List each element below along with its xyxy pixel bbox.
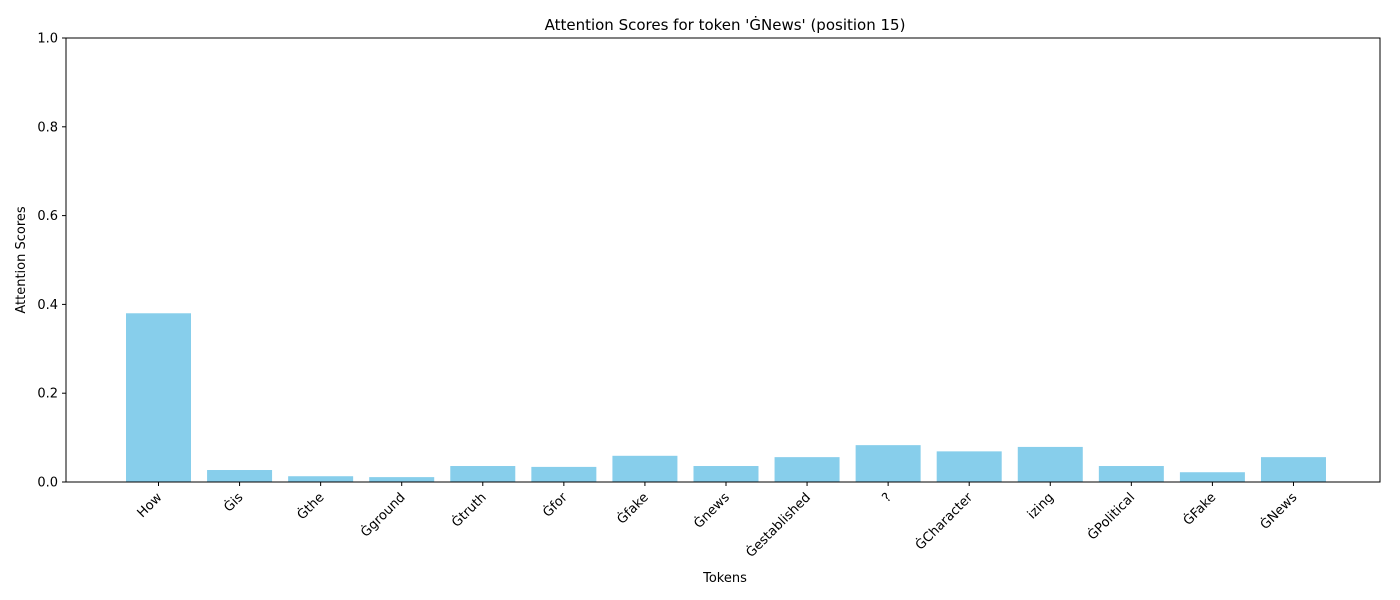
- x-tick-label: ĠCharacter: [911, 488, 976, 553]
- y-tick-label: 0.0: [37, 476, 58, 491]
- bar-13: [1179, 472, 1245, 482]
- bar-7: [693, 466, 759, 482]
- y-axis: 0.0 0.2 0.4 0.6 0.8 1.0: [37, 32, 66, 491]
- bars-layer: [126, 313, 1326, 482]
- x-tick-label: Ġfor: [539, 488, 571, 520]
- bar-8: [774, 457, 840, 482]
- x-tick-label: How: [135, 490, 166, 521]
- x-tick-label: ĠFake: [1179, 489, 1219, 529]
- bar-3: [369, 477, 435, 482]
- bar-9: [855, 445, 921, 482]
- bar-0: [126, 313, 191, 482]
- x-tick-label: Ġnews: [690, 489, 733, 532]
- chart-title: Attention Scores for token 'ĠNews' (posi…: [545, 15, 906, 34]
- x-tick-label: Ġestablished: [742, 489, 814, 561]
- bar-5: [531, 466, 597, 482]
- bar-11: [1017, 446, 1083, 482]
- bar-14: [1260, 457, 1326, 482]
- y-tick-label: 0.8: [37, 120, 58, 135]
- bar-12: [1098, 466, 1164, 482]
- x-axis-label: Tokens: [702, 571, 747, 586]
- x-axis: How Ġis Ġthe Ġground Ġtruth Ġfor Ġfake Ġnews Ġes…: [135, 482, 1300, 561]
- bar-6: [612, 455, 678, 482]
- x-tick-label: ĠNews: [1256, 489, 1300, 533]
- y-tick-label: 0.2: [37, 387, 58, 402]
- x-tick-label: Ġfake: [613, 489, 652, 528]
- y-tick-label: 1.0: [37, 32, 58, 47]
- x-tick-label: ĠPolitical: [1084, 489, 1138, 543]
- x-tick-label: Ġtruth: [448, 489, 490, 531]
- plot-frame: [65, 37, 1381, 483]
- x-tick-label: ?: [879, 490, 894, 505]
- bar-1: [207, 470, 273, 482]
- x-tick-label: izing: [1025, 490, 1057, 522]
- bar-10: [936, 451, 1002, 482]
- x-tick-label: Ġground: [357, 489, 409, 541]
- x-tick-label: Ġis: [220, 489, 247, 516]
- bar-2: [288, 476, 354, 482]
- y-tick-label: 0.4: [37, 298, 58, 313]
- bar-4: [450, 466, 516, 482]
- y-tick-label: 0.6: [37, 209, 58, 224]
- x-tick-label: Ġthe: [293, 489, 327, 523]
- y-axis-label: Attention Scores: [14, 206, 29, 314]
